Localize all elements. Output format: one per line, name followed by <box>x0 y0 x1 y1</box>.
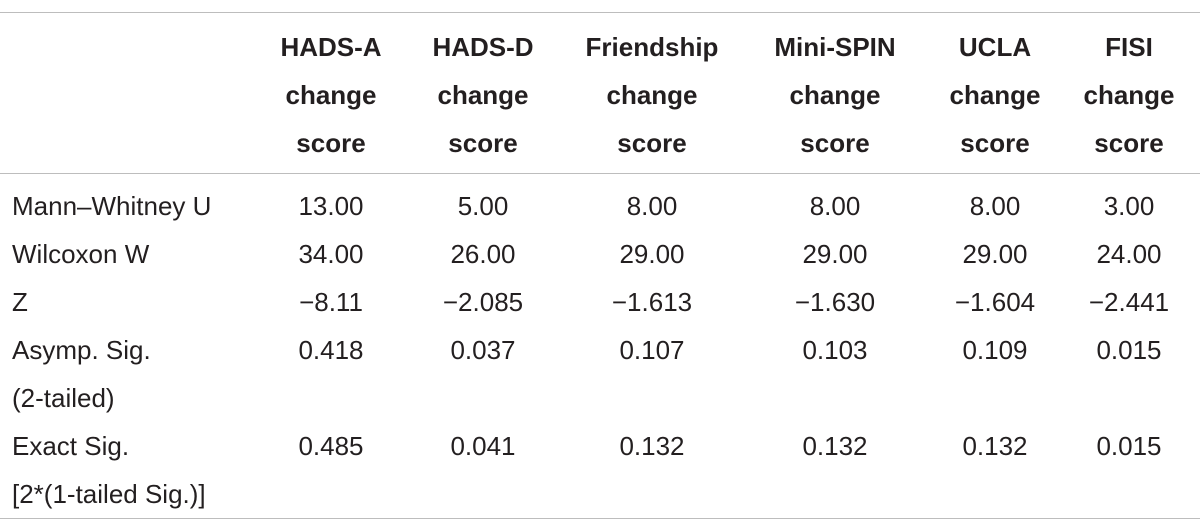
table-row: Asymp. Sig. (2-tailed) 0.418 0.037 0.107 0.10… <box>0 326 1200 422</box>
value-cell: −1.613 <box>611 287 693 317</box>
value-cell: 0.103 <box>802 335 868 365</box>
value-cell: 0.015 <box>1096 431 1162 461</box>
header-text: score <box>296 128 366 158</box>
header-cell: HADS-A change score <box>262 13 400 174</box>
table-row: Exact Sig. [2*(1-tailed Sig.)] 0.485 0.041 0… <box>0 422 1200 519</box>
value-cell: 0.418 <box>298 335 364 365</box>
header-text: FISI <box>1105 32 1153 62</box>
header-text: score <box>617 128 687 158</box>
value-cell: 8.00 <box>809 191 861 221</box>
row-label-text: Mann–Whitney U <box>12 191 212 221</box>
header-text: Mini-SPIN <box>774 32 896 62</box>
header-text: UCLA <box>958 32 1032 62</box>
header-cell <box>0 13 262 174</box>
value-cell: 0.109 <box>962 335 1028 365</box>
value-cell: −2.085 <box>442 287 524 317</box>
value-cell: −1.604 <box>954 287 1036 317</box>
header-cell: FISI change score <box>1058 13 1200 174</box>
row-label-text: [2*(1-tailed Sig.)] <box>12 479 206 509</box>
value-cell: 0.132 <box>802 431 868 461</box>
header-text: change <box>789 80 881 110</box>
header-text: HADS-D <box>432 32 534 62</box>
value-cell: 3.00 <box>1103 191 1155 221</box>
header-text: score <box>960 128 1030 158</box>
header-cell: Friendship change score <box>566 13 738 174</box>
table-row: Mann–Whitney U 13.00 5.00 8.00 8.00 8.00 3.00 <box>0 174 1200 231</box>
header-text: change <box>285 80 377 110</box>
row-label: Asymp. Sig. (2-tailed) <box>0 326 262 422</box>
value-cell: 5.00 <box>457 191 509 221</box>
table-row: Wilcoxon W 34.00 26.00 29.00 29.00 29.00 24.00 <box>0 230 1200 278</box>
row-label: Wilcoxon W <box>0 230 262 278</box>
header-cell: Mini-SPIN change score <box>738 13 932 174</box>
value-cell: 0.132 <box>619 431 685 461</box>
header-text: score <box>1094 128 1164 158</box>
value-cell: 8.00 <box>626 191 678 221</box>
value-cell: 29.00 <box>802 239 868 269</box>
header-text: HADS-A <box>280 32 382 62</box>
header-text: score <box>800 128 870 158</box>
value-cell: 0.015 <box>1096 335 1162 365</box>
value-cell: 26.00 <box>450 239 516 269</box>
value-cell: 24.00 <box>1096 239 1162 269</box>
value-cell: 29.00 <box>962 239 1028 269</box>
header-text: change <box>606 80 698 110</box>
value-cell: −8.11 <box>299 287 363 317</box>
value-cell: −1.630 <box>794 287 876 317</box>
value-cell: −2.441 <box>1088 287 1170 317</box>
header-text: change <box>437 80 529 110</box>
header-text: Friendship <box>585 32 719 62</box>
value-cell: 0.132 <box>962 431 1028 461</box>
header-text: change <box>949 80 1041 110</box>
row-label-text: Wilcoxon W <box>12 239 150 269</box>
value-cell: 0.041 <box>450 431 516 461</box>
header-text: change <box>1083 80 1175 110</box>
value-cell: 0.107 <box>619 335 685 365</box>
row-label-text: Exact Sig. <box>12 431 130 461</box>
row-label-text: Z <box>12 287 28 317</box>
header-cell: UCLA change score <box>932 13 1058 174</box>
header-cell: HADS-D change score <box>400 13 566 174</box>
row-label: Exact Sig. [2*(1-tailed Sig.)] <box>0 422 262 519</box>
row-label-text: Asymp. Sig. <box>12 335 151 365</box>
header-row: HADS-A change score HADS-D change score Friend… <box>0 12 1200 174</box>
value-cell: 8.00 <box>969 191 1021 221</box>
value-cell: 29.00 <box>619 239 685 269</box>
table-body: Mann–Whitney U 13.00 5.00 8.00 8.00 8.00 3.00 W… <box>0 174 1200 519</box>
value-cell: 13.00 <box>298 191 364 221</box>
row-label-text: (2-tailed) <box>12 383 115 413</box>
table-row: Z −8.11 −2.085 −1.613 −1.630 −1.604 −2.441 <box>0 278 1200 326</box>
table-header: HADS-A change score HADS-D change score Friend… <box>0 12 1200 174</box>
value-cell: 34.00 <box>298 239 364 269</box>
header-text: score <box>448 128 518 158</box>
row-label: Z <box>0 278 262 326</box>
value-cell: 0.485 <box>298 431 364 461</box>
value-cell: 0.037 <box>450 335 516 365</box>
results-table: HADS-A change score HADS-D change score Friend… <box>0 12 1200 519</box>
row-label: Mann–Whitney U <box>0 174 262 231</box>
